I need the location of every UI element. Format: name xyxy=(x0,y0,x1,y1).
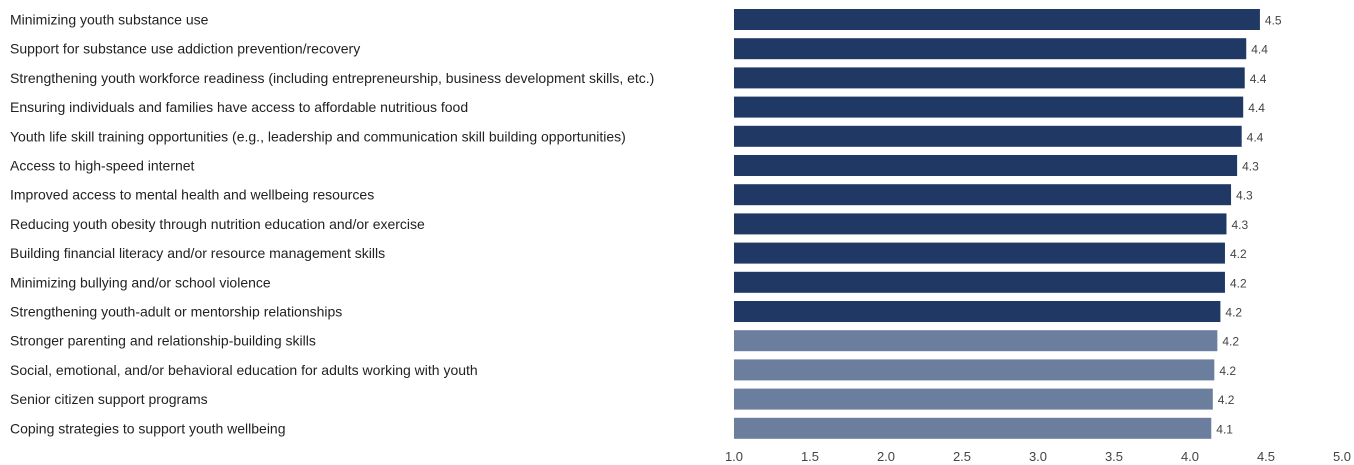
value-label: 4.3 xyxy=(1231,218,1248,232)
x-tick-label: 4.0 xyxy=(1181,449,1199,464)
category-label: Minimizing youth substance use xyxy=(10,12,209,28)
x-tick-label: 2.5 xyxy=(953,449,971,464)
bar xyxy=(734,155,1238,176)
category-label: Building financial literacy and/or resou… xyxy=(10,245,385,261)
value-label: 4.2 xyxy=(1230,247,1247,261)
value-label: 4.1 xyxy=(1216,422,1233,436)
bar xyxy=(734,271,1225,293)
value-label: 4.4 xyxy=(1247,130,1264,144)
bar xyxy=(734,417,1212,439)
x-tick-label: 3.0 xyxy=(1029,449,1047,464)
category-label: Senior citizen support programs xyxy=(10,391,208,407)
value-label: 4.2 xyxy=(1230,276,1247,290)
category-label: Reducing youth obesity through nutrition… xyxy=(10,216,425,232)
x-tick-label: 1.0 xyxy=(725,449,743,464)
value-label: 4.4 xyxy=(1250,72,1267,86)
value-labels: 4.5 4.4 4.4 4.4 4.4 4.3 4.3 4.3 4.2 4.2 4.2 4.2 4.2 4… xyxy=(1216,14,1282,437)
bar xyxy=(734,67,1245,89)
category-label: Coping strategies to support youth wellb… xyxy=(10,420,286,436)
x-axis: 1.0 1.5 2.0 2.5 3.0 3.5 4.0 4.5 5.0 xyxy=(725,449,1351,464)
category-label: Social, emotional, and/or behavioral edu… xyxy=(10,362,478,378)
x-tick-label: 3.5 xyxy=(1105,449,1123,464)
value-label: 4.2 xyxy=(1222,335,1239,349)
category-label: Youth life skill training opportunities … xyxy=(10,128,626,144)
bar xyxy=(734,242,1225,264)
category-label: Strengthening youth workforce readiness … xyxy=(10,70,654,86)
x-tick-label: 2.0 xyxy=(877,449,895,464)
value-label: 4.3 xyxy=(1236,189,1253,203)
value-label: 4.2 xyxy=(1218,393,1235,407)
bars xyxy=(734,9,1260,439)
bar xyxy=(734,38,1247,60)
bar xyxy=(734,125,1242,147)
x-tick-label: 5.0 xyxy=(1333,449,1351,464)
value-label: 4.4 xyxy=(1251,43,1268,57)
value-label: 4.3 xyxy=(1242,160,1259,174)
category-label: Minimizing bullying and/or school violen… xyxy=(10,274,271,290)
bar xyxy=(734,388,1213,410)
category-label: Improved access to mental health and wel… xyxy=(10,187,374,203)
value-label: 4.5 xyxy=(1265,14,1282,28)
bar xyxy=(734,359,1215,381)
category-label: Strengthening youth-adult or mentorship … xyxy=(10,304,342,320)
value-label: 4.2 xyxy=(1225,306,1242,320)
bar xyxy=(734,301,1221,322)
value-label: 4.4 xyxy=(1248,101,1265,115)
category-label: Support for substance use addiction prev… xyxy=(10,41,360,57)
category-labels: Minimizing youth substance use Support fo… xyxy=(10,12,654,437)
category-label: Ensuring individuals and families have a… xyxy=(10,99,468,115)
x-tick-label: 1.5 xyxy=(801,449,819,464)
bar xyxy=(734,213,1227,235)
category-label: Access to high-speed internet xyxy=(10,158,195,174)
bar xyxy=(734,184,1232,206)
x-tick-label: 4.5 xyxy=(1257,449,1275,464)
category-label: Stronger parenting and relationship-buil… xyxy=(10,333,316,349)
value-label: 4.2 xyxy=(1219,364,1236,378)
bar xyxy=(734,9,1260,30)
bar xyxy=(734,330,1218,352)
bar xyxy=(734,96,1244,118)
